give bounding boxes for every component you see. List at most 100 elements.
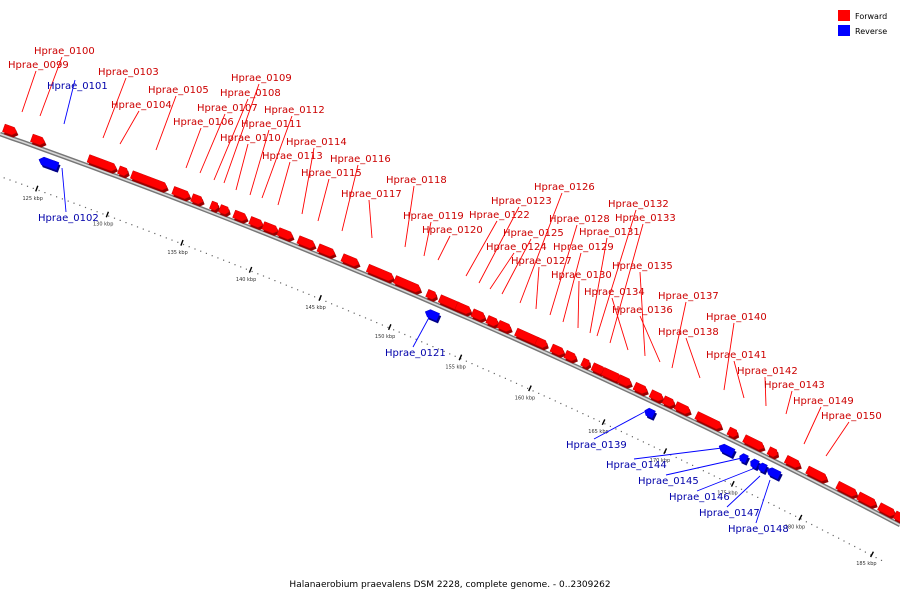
gene-label-Hprae_0129[interactable]: Hprae_0129 — [553, 242, 614, 253]
gene-label-Hprae_0122[interactable]: Hprae_0122 — [469, 210, 530, 221]
gene-glyph-Hprae_0102[interactable] — [38, 156, 60, 171]
gene-label-Hprae_0131[interactable]: Hprae_0131 — [579, 227, 640, 238]
gene-glyph-Hprae_0106[interactable] — [171, 186, 191, 200]
gene-glyph-Hprae_0110[interactable] — [232, 209, 248, 222]
gene-glyph-Hprae_0125[interactable] — [496, 319, 512, 332]
gene-glyph-Hprae_0137[interactable] — [673, 401, 691, 415]
gene-label-Hprae_0136[interactable]: Hprae_0136 — [612, 305, 673, 316]
gene-glyph-Hprae_0117[interactable] — [365, 263, 394, 282]
gene-glyph-Hprae_0099[interactable] — [2, 123, 18, 136]
gene-glyph-Hprae_0115[interactable] — [316, 243, 336, 257]
gene-label-Hprae_0109[interactable]: Hprae_0109 — [231, 73, 292, 84]
gene-label-Hprae_0139[interactable]: Hprae_0139 — [566, 440, 627, 451]
gene-label-Hprae_0117[interactable]: Hprae_0117 — [341, 189, 402, 200]
gene-label-Hprae_0125[interactable]: Hprae_0125 — [503, 228, 564, 239]
gene-glyph-Hprae_0141[interactable] — [742, 434, 765, 451]
gene-glyph-Hprae_0147[interactable] — [758, 462, 768, 473]
gene-label-Hprae_0128[interactable]: Hprae_0128 — [549, 214, 610, 225]
gene-label-Hprae_0107[interactable]: Hprae_0107 — [197, 103, 258, 114]
gene-glyph-Hprae_0146[interactable] — [750, 458, 760, 469]
gene-glyph-Hprae_0129[interactable] — [563, 349, 577, 362]
gene-glyph-Hprae_0145[interactable] — [739, 453, 749, 464]
gene-glyph-Hprae_0107[interactable] — [190, 193, 204, 205]
gene-label-Hprae_0110[interactable]: Hprae_0110 — [220, 133, 281, 144]
gene-label-Hprae_0106[interactable]: Hprae_0106 — [173, 117, 234, 128]
gene-label-Hprae_0127[interactable]: Hprae_0127 — [511, 256, 572, 267]
gene-glyph-Hprae_0144[interactable] — [718, 443, 736, 457]
gene-label-Hprae_0138[interactable]: Hprae_0138 — [658, 327, 719, 338]
gene-label-Hprae_0105[interactable]: Hprae_0105 — [148, 85, 209, 96]
gene-label-Hprae_0146[interactable]: Hprae_0146 — [669, 492, 730, 503]
gene-glyph-Hprae_0142[interactable] — [766, 446, 778, 458]
gene-glyph-Hprae_0127[interactable] — [534, 336, 548, 349]
gene-label-Hprae_0099[interactable]: Hprae_0099 — [8, 60, 69, 71]
gene-label-Hprae_0143[interactable]: Hprae_0143 — [764, 380, 825, 391]
gene-label-Hprae_0147[interactable]: Hprae_0147 — [699, 508, 760, 519]
gene-glyph-Hprae_0100[interactable] — [30, 133, 46, 146]
gene-label-Hprae_0144[interactable]: Hprae_0144 — [606, 460, 667, 471]
gene-label-Hprae_0135[interactable]: Hprae_0135 — [612, 261, 673, 272]
gene-glyph-Hprae_0134[interactable] — [632, 381, 648, 394]
gene-label-Hprae_0126[interactable]: Hprae_0126 — [534, 182, 595, 193]
gene-glyph-Hprae_0113[interactable] — [276, 227, 294, 240]
gene-glyph-Hprae_0135[interactable] — [648, 389, 664, 402]
gene-glyph-Hprae_0123[interactable] — [470, 308, 486, 321]
gene-label-Hprae_0133[interactable]: Hprae_0133 — [615, 213, 676, 224]
gene-glyph-Hprae_0150[interactable] — [835, 480, 858, 497]
gene-label-Hprae_0116[interactable]: Hprae_0116 — [330, 154, 391, 165]
gene-label-Hprae_0148[interactable]: Hprae_0148 — [728, 524, 789, 535]
gene-glyph-Hprae_0114[interactable] — [296, 235, 316, 249]
gene-label-Hprae_0123[interactable]: Hprae_0123 — [491, 196, 552, 207]
gene-glyph-Hprae_0130[interactable] — [580, 357, 590, 368]
gene-glyph-Hprae_0128[interactable] — [549, 343, 565, 356]
gene-label-Hprae_0149[interactable]: Hprae_0149 — [793, 396, 854, 407]
gene-glyph-Hprae_0108[interactable] — [209, 200, 219, 211]
gene-label-Hprae_0100[interactable]: Hprae_0100 — [34, 46, 95, 57]
gene-glyph-Hprae_0116[interactable] — [340, 253, 360, 267]
gene-glyph-Hprae_0148[interactable] — [766, 467, 782, 480]
gene-glyph-Hprae_0111[interactable] — [248, 216, 264, 228]
gene-label-Hprae_0112[interactable]: Hprae_0112 — [264, 105, 325, 116]
gene-glyph-Hprae_0140[interactable] — [726, 426, 738, 438]
gene-glyph-Hprae_0118[interactable] — [392, 275, 421, 293]
gene-label-Hprae_0132[interactable]: Hprae_0132 — [608, 199, 669, 210]
gene-glyph-Hprae_0109[interactable] — [218, 204, 230, 215]
gene-label-Hprae_0145[interactable]: Hprae_0145 — [638, 476, 699, 487]
gene-label-Hprae_0121[interactable]: Hprae_0121 — [385, 348, 446, 359]
gene-label-Hprae_0118[interactable]: Hprae_0118 — [386, 175, 447, 186]
gene-glyph-Hprae_0121[interactable] — [424, 309, 441, 322]
gene-glyph-Hprae_0105[interactable] — [129, 170, 168, 191]
gene-glyph-Hprae_0124[interactable] — [485, 315, 499, 327]
gene-label-Hprae_0108[interactable]: Hprae_0108 — [220, 88, 281, 99]
gene-label-Hprae_0130[interactable]: Hprae_0130 — [551, 270, 612, 281]
gene-glyph-Hprae_0133[interactable] — [616, 374, 632, 387]
gene-glyph-Hprae_0119[interactable] — [425, 288, 437, 300]
gene-label-Hprae_0114[interactable]: Hprae_0114 — [286, 137, 347, 148]
gene-glyph-Hprae_0122[interactable] — [454, 301, 472, 315]
gene-label-Hprae_0101[interactable]: Hprae_0101 — [47, 81, 108, 92]
gene-label-Hprae_0119[interactable]: Hprae_0119 — [403, 211, 464, 222]
gene-label-Hprae_0134[interactable]: Hprae_0134 — [584, 287, 645, 298]
gene-label-Hprae_0120[interactable]: Hprae_0120 — [422, 225, 483, 236]
gene-label-Hprae_0142[interactable]: Hprae_0142 — [737, 366, 798, 377]
gene-glyph-Hprae_0112[interactable] — [261, 221, 279, 234]
gene-label-Hprae_0102[interactable]: Hprae_0102 — [38, 213, 99, 224]
gene-glyph-Hprae_0138[interactable] — [694, 411, 723, 430]
gene-label-Hprae_0124[interactable]: Hprae_0124 — [486, 242, 547, 253]
gene-glyph-Hprae_0103[interactable] — [86, 154, 117, 172]
gene-label-Hprae_0141[interactable]: Hprae_0141 — [706, 350, 767, 361]
gene-label-Hprae_0137[interactable]: Hprae_0137 — [658, 291, 719, 302]
gene-glyph-Hprae_0136[interactable] — [661, 395, 675, 407]
gene-glyph-Hprae_0149[interactable] — [805, 465, 828, 482]
gene-label-Hprae_0113[interactable]: Hprae_0113 — [262, 151, 323, 162]
gene-label-Hprae_0104[interactable]: Hprae_0104 — [111, 100, 172, 111]
gene-label-Hprae_0103[interactable]: Hprae_0103 — [98, 67, 159, 78]
gene-label-Hprae_0150[interactable]: Hprae_0150 — [821, 411, 882, 422]
gene-glyph-Hprae_0104[interactable] — [117, 165, 129, 177]
gene-glyph[interactable] — [892, 510, 900, 522]
gene-glyph[interactable] — [856, 491, 877, 507]
gene-glyph[interactable] — [877, 502, 896, 517]
gene-label-Hprae_0115[interactable]: Hprae_0115 — [301, 168, 362, 179]
gene-label-Hprae_0111[interactable]: Hprae_0111 — [241, 119, 302, 130]
gene-glyph-Hprae_0143[interactable] — [783, 454, 801, 469]
